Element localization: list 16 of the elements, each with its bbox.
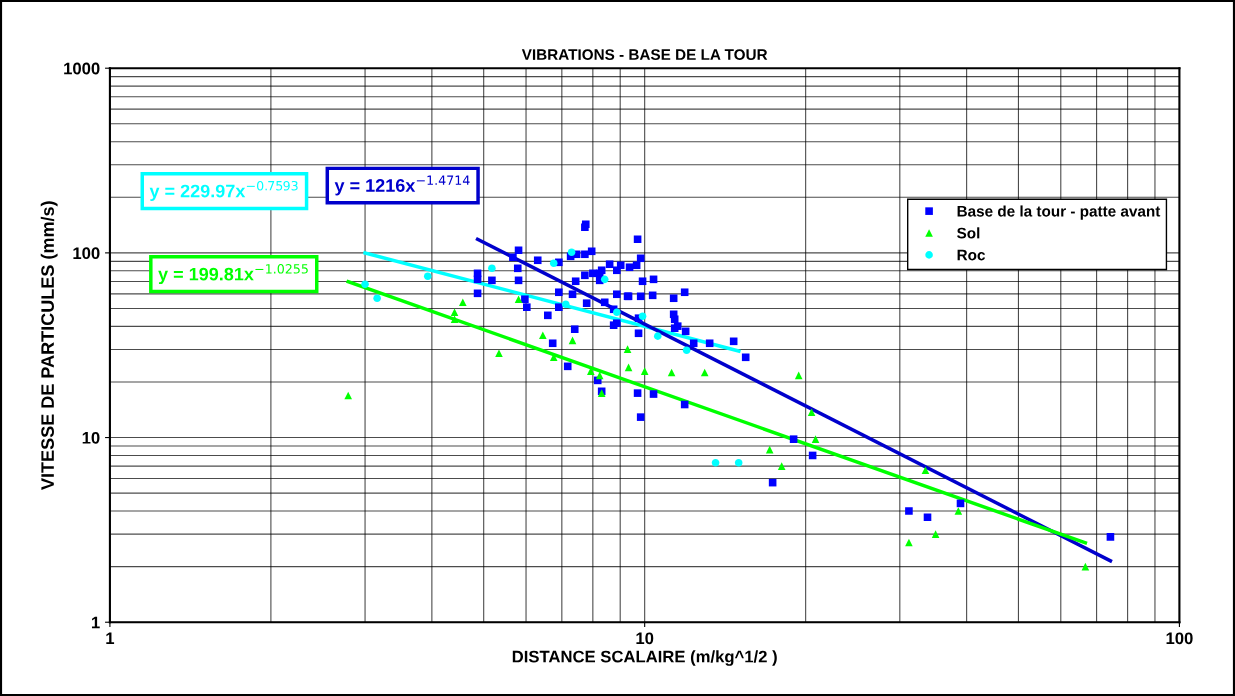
y-axis-title: VITESSE DE PARTICULES (mm/s): [40, 201, 58, 490]
y-tick-label: 1: [91, 616, 100, 629]
legend-label: Sol: [957, 227, 980, 239]
x-tick-label: 100: [1166, 632, 1193, 645]
y-tick-label: 10: [82, 431, 100, 444]
text: y = 229.97x$^{−0.7593}$: [149, 180, 298, 201]
x-axis-title: DISTANCE SCALAIRE (m/kg^1/2 ): [512, 650, 777, 666]
chart-title: VIBRATIONS - BASE DE LA TOUR: [521, 49, 768, 61]
legend-label: Base de la tour - patte avant: [957, 205, 1161, 220]
x-tick-label: 1: [106, 632, 115, 645]
x-tick-label: 10: [636, 632, 654, 645]
y-tick-label: 1000: [64, 62, 100, 75]
y-tick-label: 100: [73, 247, 100, 260]
text: y = 1216x$^{−1.4714}$: [334, 175, 470, 196]
legend-label: Roc: [957, 249, 985, 261]
text: y = 199.81x$^{−1.0255}$: [158, 264, 308, 285]
